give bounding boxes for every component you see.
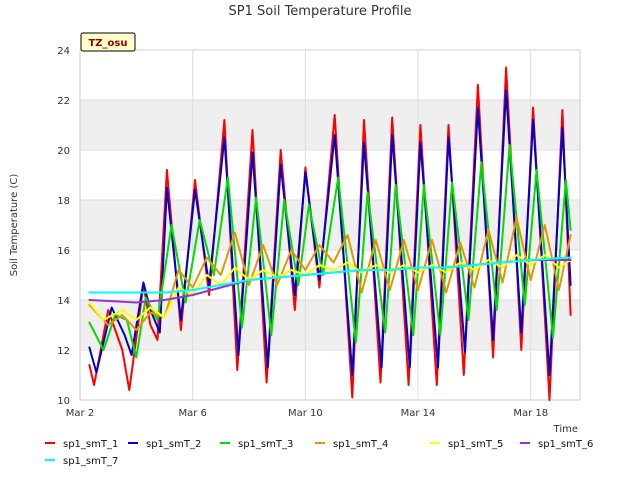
y-tick-label: 20 <box>57 146 70 157</box>
y-tick-label: 22 <box>57 96 70 107</box>
legend: sp1_smT_1 sp1_smT_2 sp1_smT_3 sp1_smT_4 sp1_… <box>45 439 593 467</box>
plot-frame <box>79 49 581 401</box>
series-line-sp1_smT_3 <box>88 144 572 359</box>
x-tick-label: Mar 6 <box>178 408 206 419</box>
legend-item: sp1_smT_4 <box>315 439 388 450</box>
x-tick-label: Mar 14 <box>401 408 436 419</box>
series-line-sp1_smT_7 <box>88 256 572 294</box>
x-tick-label: Mar 18 <box>513 408 548 419</box>
x-axis-ticks: Mar 2 Mar 6 Mar 10 Mar 14 Mar 18 <box>66 408 548 419</box>
y-axis-ticks: 10 12 14 16 18 20 22 24 <box>57 46 70 407</box>
legend-label: sp1_smT_5 <box>448 439 503 450</box>
chart-title: SP1 Soil Temperature Profile <box>229 4 412 19</box>
legend-label: sp1_smT_1 <box>63 439 118 450</box>
legend-item: sp1_smT_1 <box>45 439 118 450</box>
badge-text: TZ_osu <box>88 38 127 49</box>
grid-band <box>80 100 580 150</box>
legend-label: sp1_smT_2 <box>146 439 201 450</box>
grid-band <box>80 300 580 350</box>
legend-item: sp1_smT_5 <box>430 439 503 450</box>
y-tick-label: 16 <box>57 246 70 257</box>
x-tick-label: Mar 10 <box>288 408 323 419</box>
y-tick-label: 14 <box>57 296 70 307</box>
legend-label: sp1_smT_6 <box>538 439 593 450</box>
legend-label: sp1_smT_4 <box>333 439 388 450</box>
timezone-badge: TZ_osu <box>80 32 136 52</box>
y-tick-label: 12 <box>57 346 70 357</box>
series-lines <box>88 66 572 401</box>
y-tick-label: 24 <box>57 46 70 57</box>
series-line-sp1_smT_4 <box>88 216 572 331</box>
y-axis-label: Soil Temperature (C) <box>9 174 20 277</box>
legend-item: sp1_smT_3 <box>220 439 293 450</box>
y-tick-label: 18 <box>57 196 70 207</box>
legend-label: sp1_smT_7 <box>63 456 118 467</box>
legend-item: sp1_smT_7 <box>45 456 118 467</box>
legend-item: sp1_smT_2 <box>128 439 201 450</box>
legend-label: sp1_smT_3 <box>238 439 293 450</box>
legend-item: sp1_smT_6 <box>520 439 593 450</box>
x-tick-label: Mar 2 <box>66 408 94 419</box>
x-axis-label: Time <box>553 424 578 435</box>
y-tick-label: 10 <box>57 396 70 407</box>
badge-box <box>80 32 136 52</box>
